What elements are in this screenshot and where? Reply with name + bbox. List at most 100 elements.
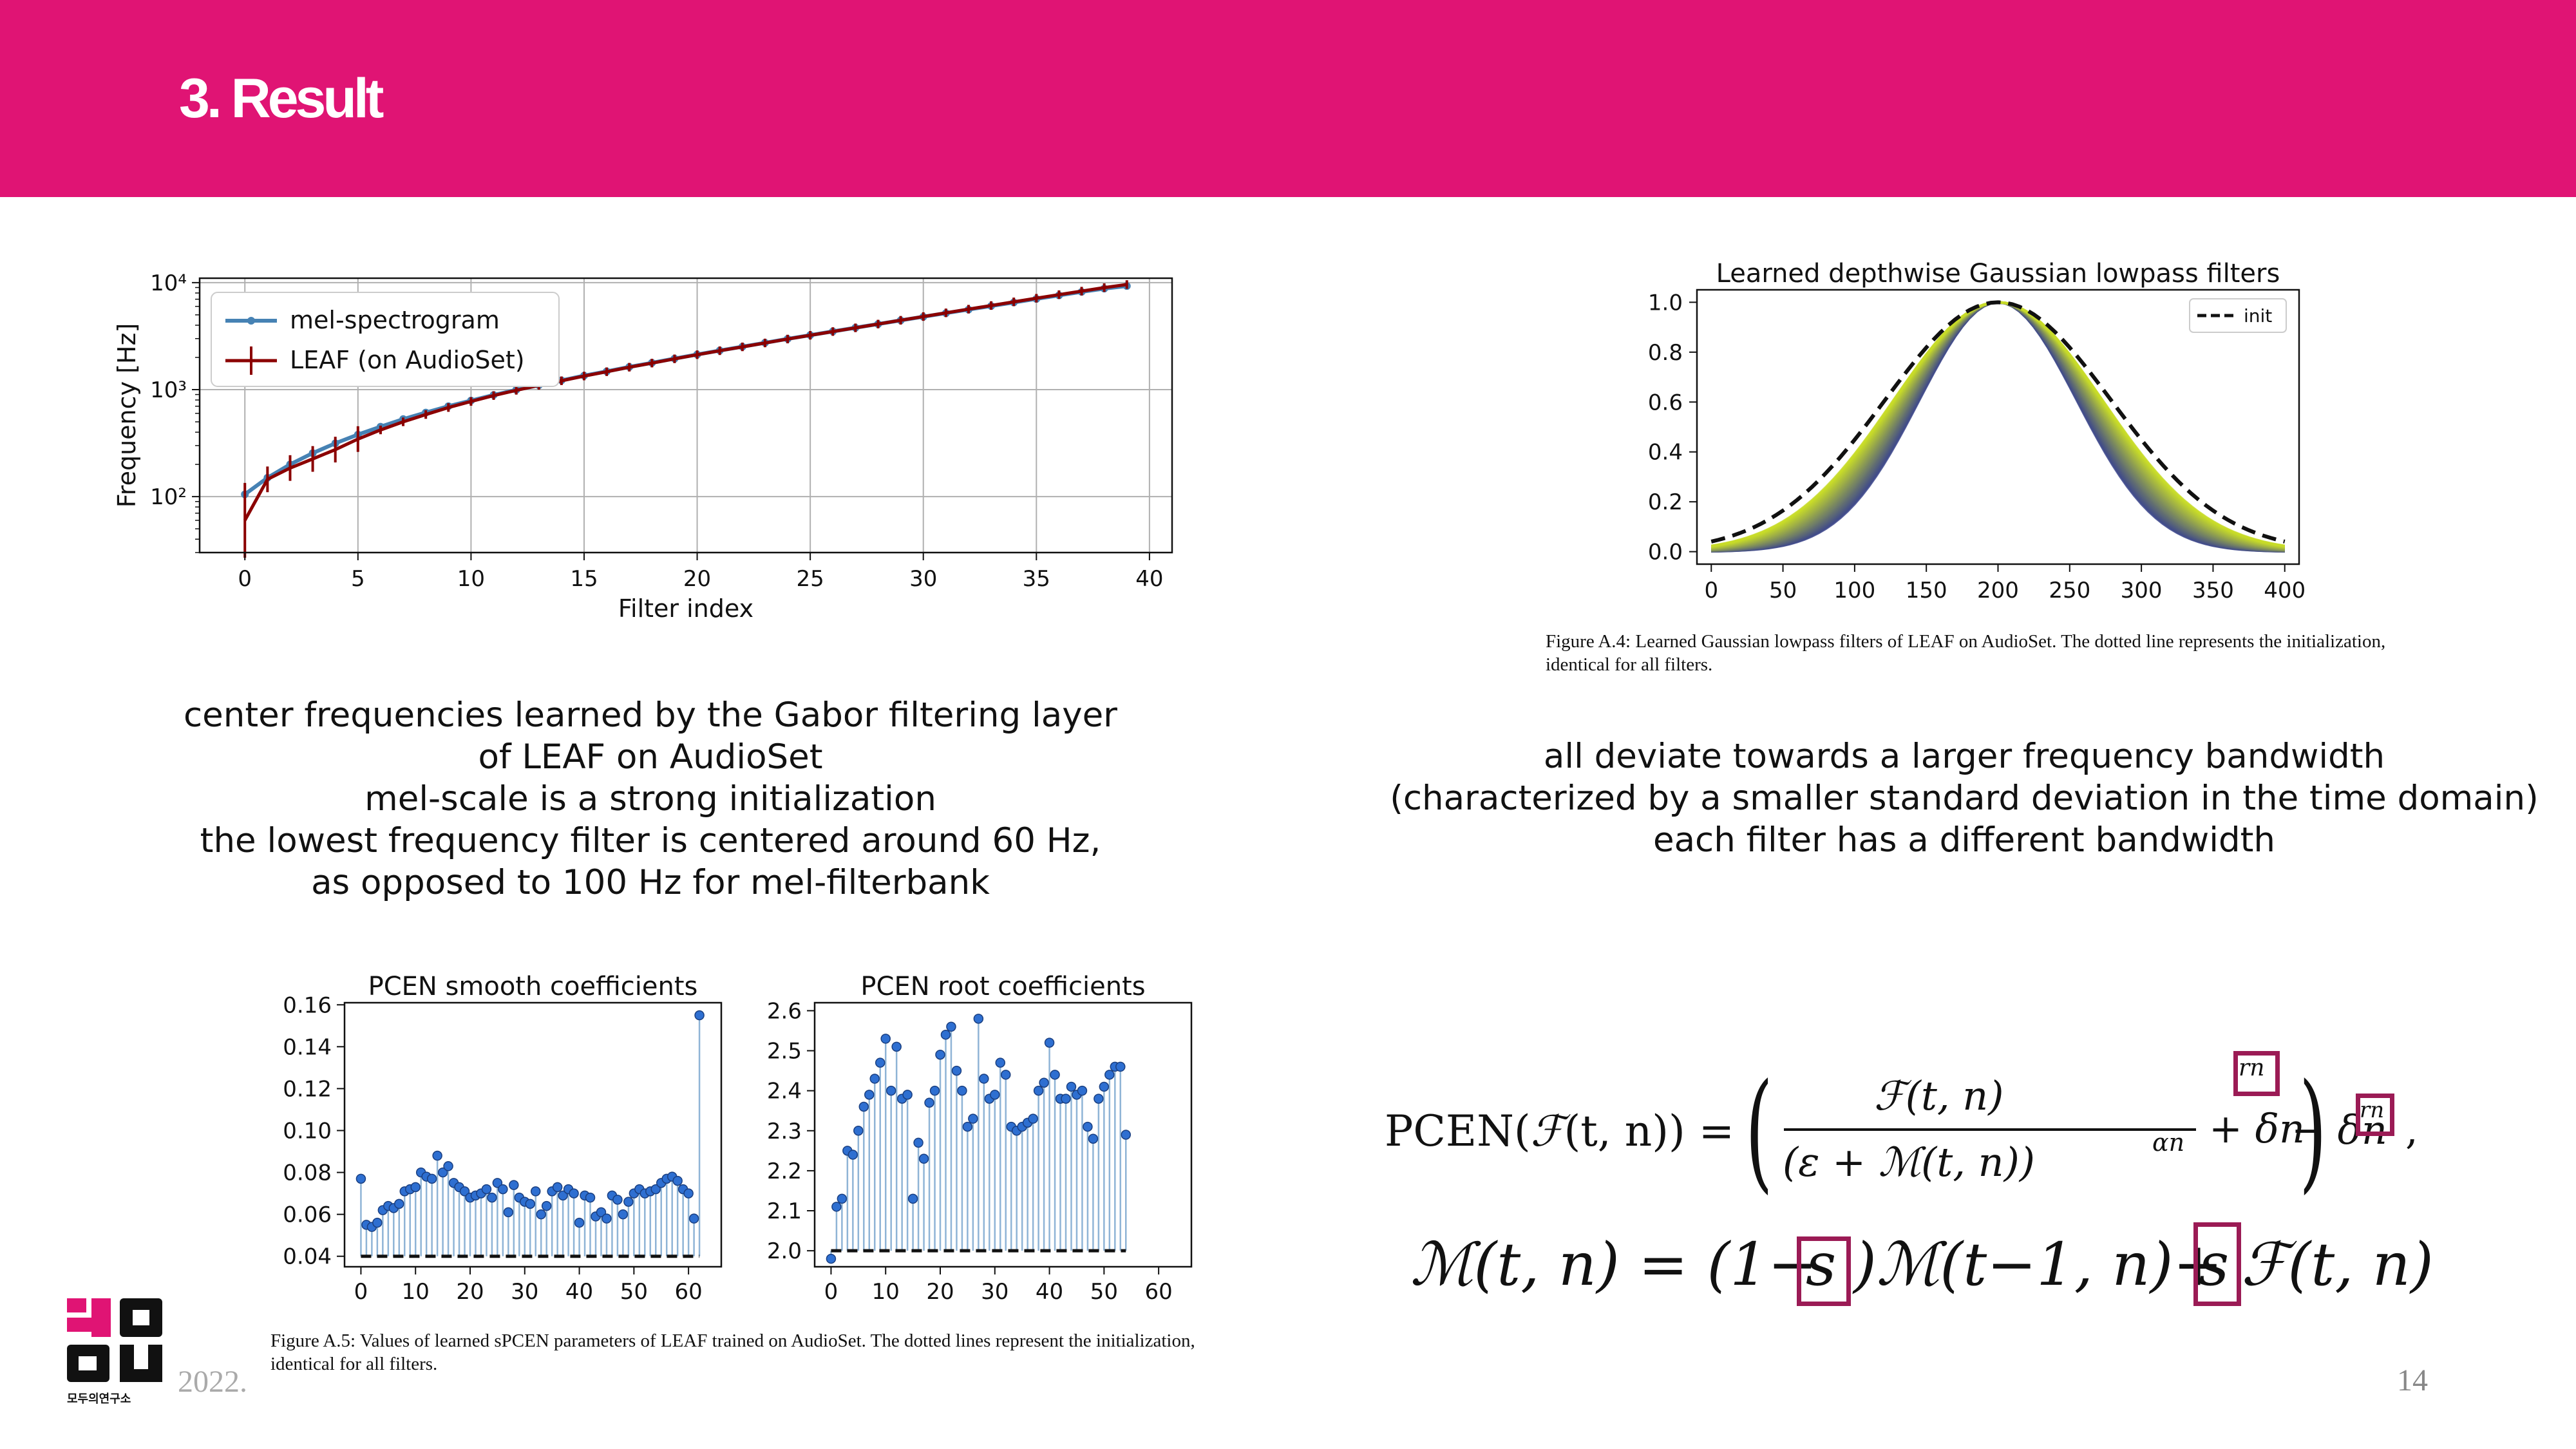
chart2-ytick-label: 0.4 [1648, 440, 1683, 466]
chart3-point [558, 1190, 568, 1201]
chart4-point [979, 1074, 989, 1084]
chart3-frame [343, 1001, 723, 1268]
chart3-point [487, 1192, 497, 1203]
chart4-xtick-label: 40 [1036, 1279, 1063, 1304]
chart4-xtick-label: 60 [1144, 1279, 1172, 1304]
chart3-point [683, 1188, 694, 1198]
chart2-xtick-label: 0 [1704, 578, 1718, 603]
chart2-xtick-label: 250 [2049, 578, 2090, 603]
chart4-point [848, 1150, 858, 1160]
chart1-ytick-label: 10² [150, 484, 187, 510]
chart4-point [968, 1113, 978, 1124]
chart2-title: Learned depthwise Gaussian lowpass filte… [1716, 259, 2280, 289]
chart1-xtick-label: 25 [797, 566, 824, 592]
chart3-point [525, 1198, 536, 1209]
minus-delta: − δn [2291, 1106, 2387, 1153]
chart1-xtick-label: 10 [457, 566, 485, 592]
chart4-point [1000, 1070, 1011, 1080]
fraction-bar [1784, 1128, 2196, 1131]
chart3-point [585, 1192, 596, 1203]
chart4-point [1104, 1070, 1115, 1080]
chart4-ticks: 0 10 20 30 40 50 60 2.0 2.1 2.2 2.3 2.4 2.5 2.6 [767, 998, 1173, 1304]
chart1-ylabel: Frequency [Hz] [113, 323, 141, 508]
chart3-point [688, 1213, 699, 1224]
chart4-point [831, 1202, 842, 1212]
chart1-xtick-label: 5 [351, 566, 365, 592]
chart3-ticks: 0 10 20 30 40 50 60 0.04 0.06 0.08 0.10 0.12 0.14 0.1… [283, 992, 702, 1304]
r-exponent-box-2 [2356, 1094, 2394, 1136]
chart3-point [569, 1188, 579, 1198]
open-paren: ( [1745, 1056, 1773, 1206]
chart4-point [924, 1097, 934, 1108]
chart3-point [426, 1173, 437, 1184]
leaf-line [243, 283, 1128, 522]
header-bar: 3. Result [0, 0, 2576, 197]
chart2-xtick-label: 350 [2192, 578, 2234, 603]
chart4-point [951, 1065, 962, 1076]
chart2-xtick-label: 100 [1833, 578, 1875, 603]
chart3-ytick-label: 0.06 [283, 1202, 332, 1228]
alpha-exponent: αn [2152, 1128, 2185, 1157]
chart4-point [891, 1041, 902, 1052]
chart3-xtick-label: 40 [565, 1279, 593, 1304]
init-filter-curve [1710, 300, 2286, 544]
s-symbol-2: s [2199, 1230, 2230, 1299]
chart4-point [1088, 1133, 1099, 1144]
chart2-xtick-label: 150 [1906, 578, 1947, 603]
legend-leaf-label: LEAF (on AudioSet) [290, 346, 525, 374]
chart1-xtick-label: 30 [909, 566, 937, 592]
chart4-point [902, 1090, 913, 1100]
m-lhs: ℳ(t, n) = (1− [1410, 1230, 1817, 1299]
chart2-legend-box [2189, 298, 2287, 333]
chart3-point [612, 1195, 623, 1205]
s-box-1 [1797, 1236, 1851, 1306]
chart1-frame [198, 277, 1173, 554]
chart3-title: PCEN smooth coefficients [368, 972, 698, 1001]
learned-filter-curve [1710, 301, 2286, 547]
right-line-1: all deviate towards a larger frequency b… [1543, 737, 2385, 776]
chart4-frame [813, 1001, 1193, 1268]
chart4-point [837, 1193, 848, 1204]
chart3-point [509, 1180, 519, 1190]
chart3-point [372, 1217, 383, 1228]
chart3-xtick-label: 0 [354, 1279, 368, 1304]
chart4-point [1115, 1061, 1126, 1072]
s-box-2 [2193, 1222, 2241, 1306]
left-line-4: the lowest frequency filter is centered … [200, 821, 1101, 860]
chart4-point [990, 1090, 1000, 1100]
chart3-xtick-label: 60 [674, 1279, 702, 1304]
gaussian-lowpass-chart: 0 50 100 150 200 250 300 350 400 0.0 0.2 0.4 0.6 0.8 1… [1648, 259, 2306, 603]
pcen-smooth-chart: 0 10 20 30 40 50 60 0.04 0.06 0.08 0.10 0.12 0.14 0.1… [283, 972, 723, 1304]
chart4-point [935, 1050, 945, 1060]
chart3-point [394, 1198, 404, 1209]
chart4-point [1094, 1094, 1104, 1104]
chart4-ytick-label: 2.0 [767, 1238, 802, 1264]
chart3-point [574, 1217, 585, 1228]
chart2-ytick-label: 0.8 [1648, 340, 1683, 366]
chart4-point [1050, 1070, 1060, 1080]
chart4-point [918, 1153, 929, 1164]
chart3-ytick-label: 0.14 [283, 1034, 332, 1060]
chart4-point [940, 1029, 951, 1040]
figure-a4-caption: Figure A.4: Learned Gaussian lowpass fil… [1546, 631, 2386, 675]
chart4-point [1077, 1085, 1088, 1096]
chart1-legend-box [211, 292, 560, 387]
chart4-point [973, 1014, 984, 1024]
fraction-denominator: (ε + ℳ(t, n)) [1783, 1139, 2035, 1186]
chart2-legend: init [2189, 298, 2287, 333]
right-line-3: each filter has a different bandwidth [1653, 820, 2276, 860]
chart1-legend: mel-spectrogram LEAF (on AudioSet) [211, 292, 560, 387]
chart3-point [443, 1161, 453, 1171]
chart3-xtick-label: 30 [511, 1279, 538, 1304]
chart4-marks [826, 1014, 1132, 1264]
chart3-xtick-label: 10 [402, 1279, 430, 1304]
chart3-point [481, 1184, 492, 1195]
chart4-point [880, 1034, 891, 1044]
chart3-point [672, 1175, 683, 1186]
close-paren: ) [2299, 1056, 2327, 1206]
chart3-point [650, 1184, 661, 1195]
chart4-point [907, 1193, 918, 1204]
pcen-root-chart: 0 10 20 30 40 50 60 2.0 2.1 2.2 2.3 2.4 2.5 2.6 PCEN … [767, 972, 1193, 1304]
chart1-ytick-label: 10⁴ [150, 270, 187, 296]
chart3-point [459, 1186, 470, 1197]
